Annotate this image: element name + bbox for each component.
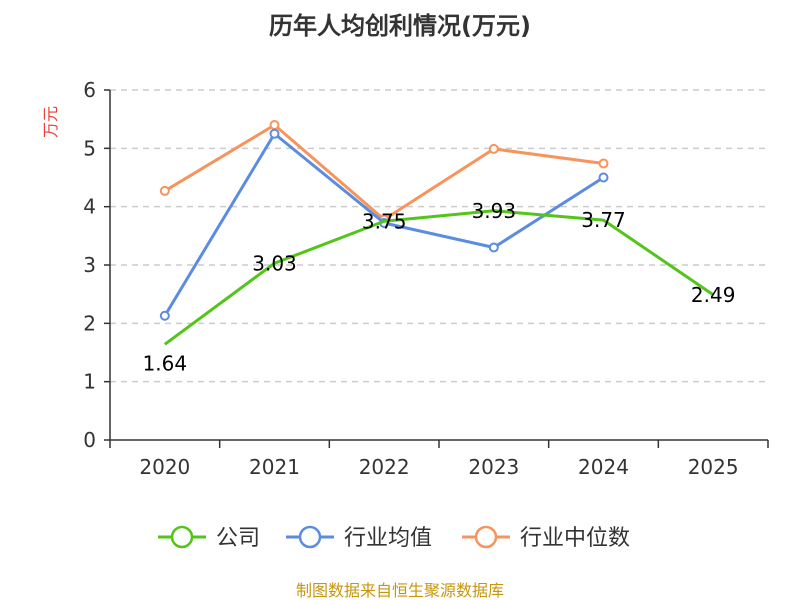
data-label-0: 1.64 [143,351,188,375]
x-tick-label-2021: 2021 [249,455,300,479]
series-2-point-0 [159,185,170,196]
x-tick-labels: 2020 2021 2022 2023 2024 2025 [139,455,738,479]
legend-label-2: 行业中位数 [520,526,630,551]
legend-label-1: 行业均值 [344,526,432,551]
legend-marker-0 [170,525,194,549]
series-line-0 [163,209,715,346]
data-label-1: 3.03 [252,251,297,275]
y-tick-label-1: 1 [83,370,96,394]
x-tick-label-2025: 2025 [688,455,739,479]
chart-title: 历年人均创利情况(万元) [269,12,531,40]
legend: 公司 行业均值 行业中位数 [158,525,630,551]
legend-item-1: 行业均值 [286,525,432,551]
data-label-3: 3.93 [472,199,517,223]
data-label-5: 2.49 [691,283,736,307]
y-tick-label-0: 0 [83,428,96,452]
y-tick-label-3: 3 [83,253,96,277]
y-tick-label-4: 4 [83,195,96,219]
series-1-point-3 [488,242,499,253]
series-2-point-3 [488,143,499,154]
y-tick-label-6: 6 [83,78,96,102]
source-note: 制图数据来自恒生聚源数据库 [296,581,504,600]
axes [104,89,769,448]
y-axis-label: 万元 [41,106,60,138]
series-1-point-4 [598,172,609,183]
x-tick-label-2023: 2023 [468,455,519,479]
legend-marker-2 [474,525,498,549]
data-label-2: 3.75 [362,209,407,233]
legend-item-2: 行业中位数 [462,525,630,551]
legend-marker-1 [298,525,322,549]
data-labels: 1.64 3.03 3.75 3.93 3.77 2.49 [143,199,736,376]
x-tick-label-2024: 2024 [578,455,629,479]
x-tick-label-2022: 2022 [359,455,410,479]
series-group [159,120,715,346]
series-1-point-0 [159,310,170,321]
series-1-point-1 [269,128,280,139]
y-tick-label-2: 2 [83,311,96,335]
series-2-point-1 [269,120,280,130]
series-2-point-4 [598,158,609,169]
series-2 [159,120,609,225]
y-tick-labels: 0 1 2 3 4 5 6 [83,78,96,452]
data-label-4: 3.77 [581,208,626,232]
legend-item-0: 公司 [158,525,260,551]
x-tick-label-2020: 2020 [139,455,190,479]
series-0 [163,209,715,346]
legend-label-0: 公司 [216,526,260,551]
y-tick-label-5: 5 [83,136,96,160]
